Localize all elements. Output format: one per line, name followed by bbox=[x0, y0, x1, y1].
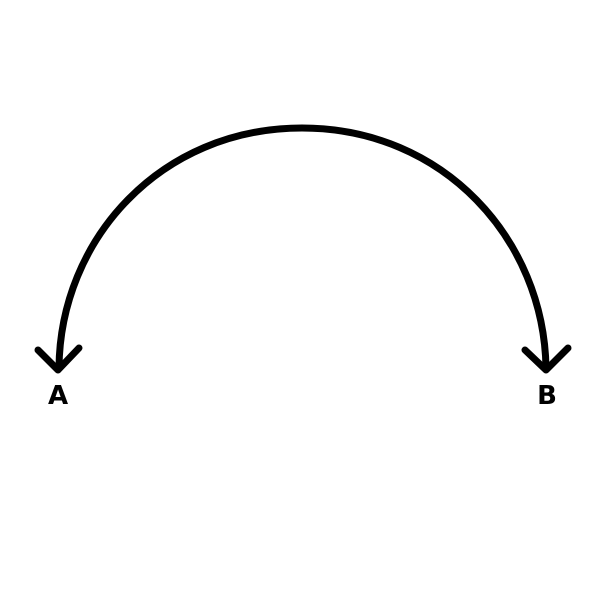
node-label-b: B bbox=[537, 381, 557, 411]
arrowhead-b-icon bbox=[521, 344, 572, 374]
arrowhead-a-icon bbox=[34, 344, 83, 374]
node-label-a: A bbox=[48, 381, 68, 411]
connecting-arc bbox=[55, 124, 550, 372]
